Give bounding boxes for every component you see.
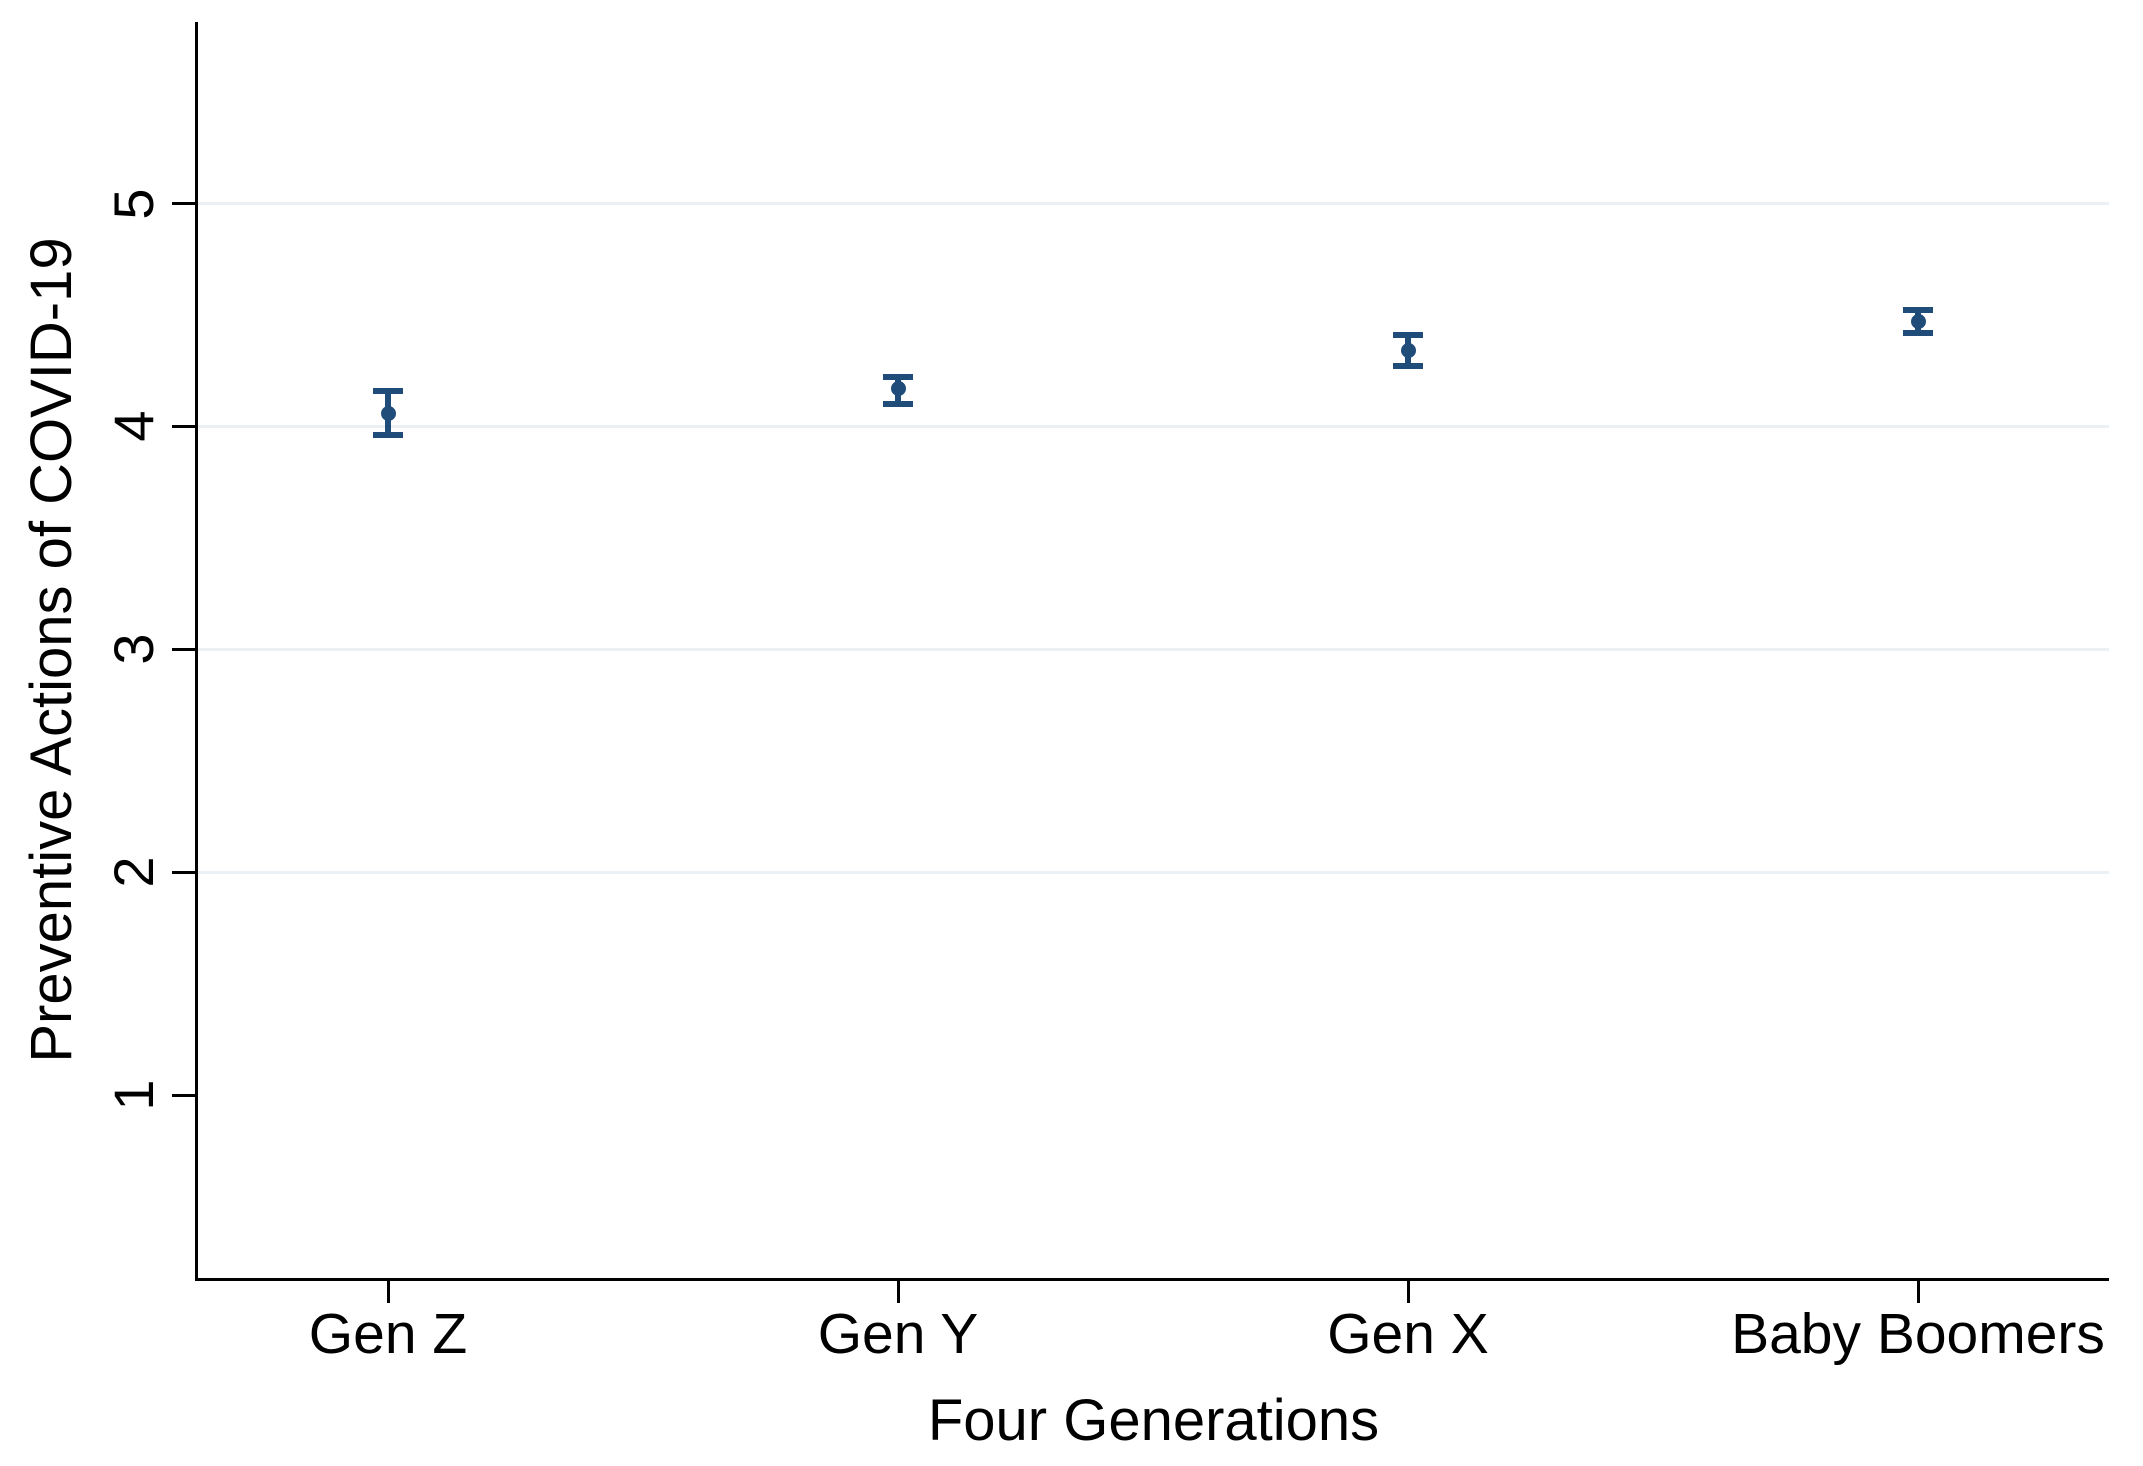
ci-cap-top [1393, 331, 1423, 338]
y-tick [172, 202, 195, 205]
ci-cap-top [1903, 307, 1933, 314]
y-tick-label: 5 [102, 187, 165, 220]
y-gridline [198, 424, 2109, 428]
y-gridline [198, 870, 2109, 874]
y-axis-title: Preventive Actions of COVID-19 [19, 237, 84, 1063]
y-gridline [198, 647, 2109, 651]
x-axis-label-gen-x: Gen X [1327, 1302, 1489, 1366]
ci-cap-bottom [1903, 329, 1933, 336]
x-axis-label-gen-y: Gen Y [817, 1302, 979, 1366]
y-tick [172, 870, 195, 874]
y-tick [172, 647, 195, 651]
y-tick [172, 424, 195, 428]
point-marker [380, 405, 396, 421]
ci-cap-bottom [883, 401, 913, 408]
x-axis-line [195, 1278, 2109, 1281]
x-axis-label-baby-boomers: Baby Boomers [1731, 1302, 2105, 1366]
ci-cap-bottom [1393, 363, 1423, 370]
x-tick [386, 1281, 390, 1303]
y-gridline [198, 202, 2109, 205]
y-tick [172, 1093, 195, 1097]
ci-cap-top [373, 387, 403, 394]
x-axis-label-gen-z: Gen Z [308, 1302, 468, 1366]
ci-cap-bottom [373, 432, 403, 439]
y-axis-line [195, 22, 198, 1281]
x-axis-title: Four Generations [927, 1388, 1380, 1453]
y-tick-label: 1 [102, 1079, 165, 1111]
x-tick [1916, 1281, 1920, 1303]
x-tick [1406, 1281, 1410, 1303]
point-marker [1400, 343, 1416, 359]
y-tick-label: 2 [102, 856, 165, 888]
point-marker [890, 380, 906, 396]
x-tick [896, 1281, 900, 1303]
y-tick-label: 3 [102, 633, 165, 665]
y-tick-label: 4 [102, 410, 165, 442]
point-marker [1910, 314, 1926, 330]
ci-cap-top [883, 374, 913, 381]
